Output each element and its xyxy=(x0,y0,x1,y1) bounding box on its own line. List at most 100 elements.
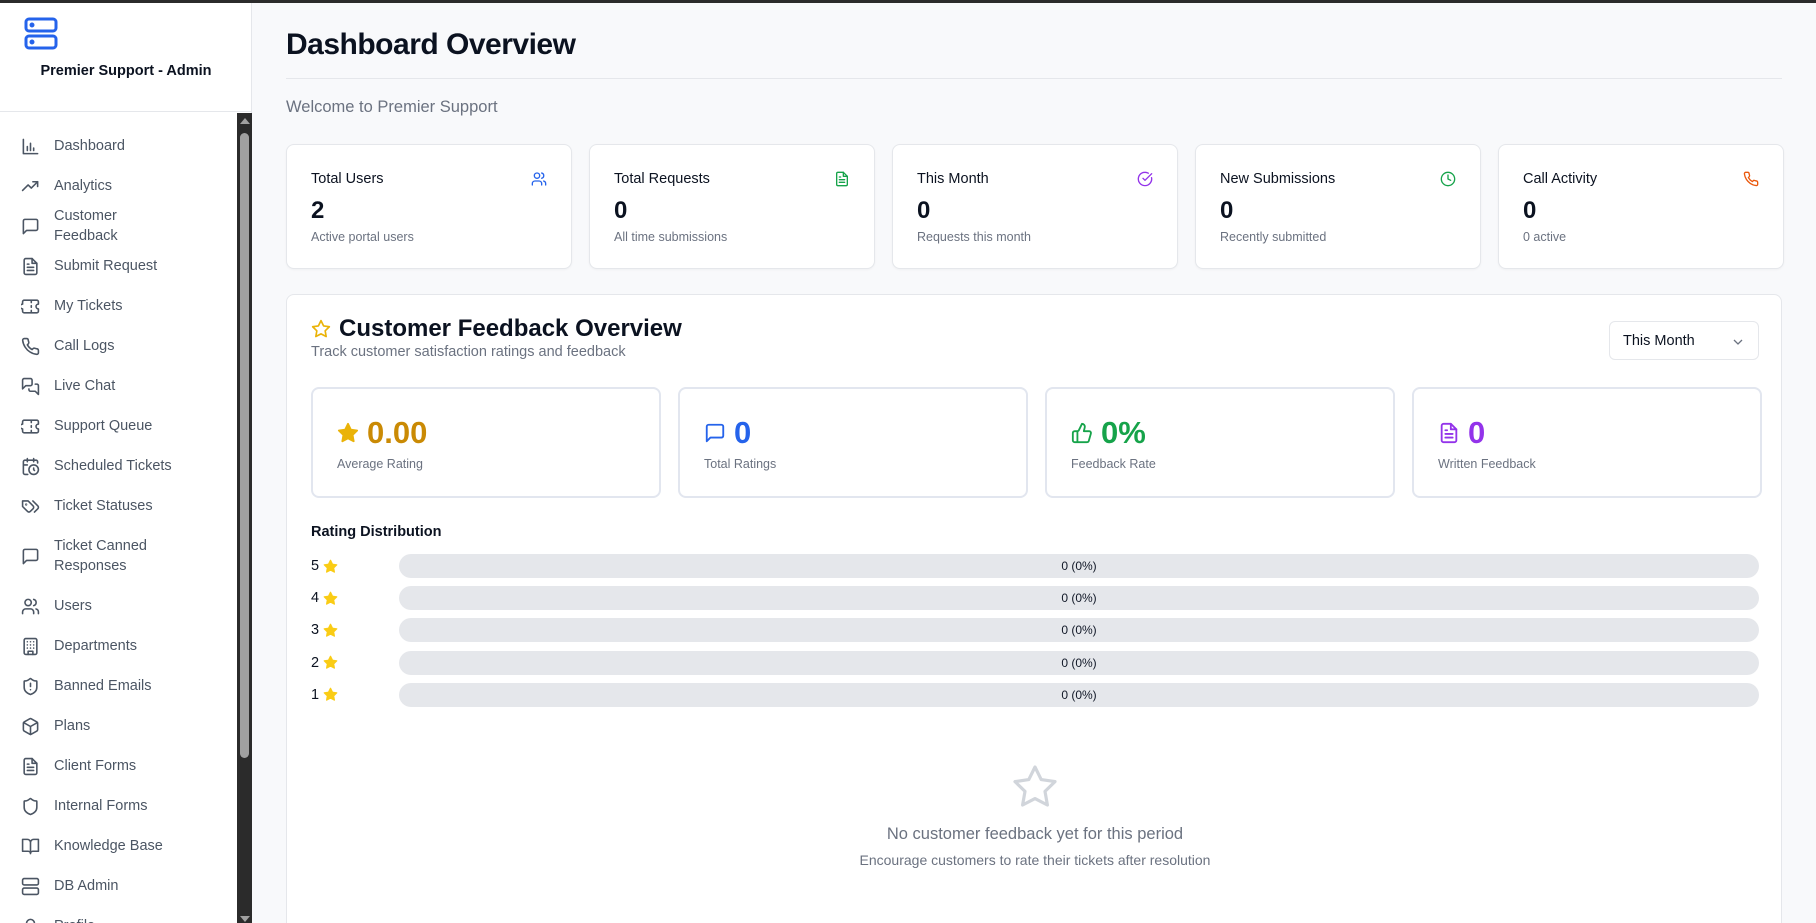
star-icon xyxy=(323,559,338,573)
period-select[interactable]: This Month xyxy=(1609,321,1759,360)
metric-average-rating: 0.00 Average Rating xyxy=(311,387,661,498)
stat-title: Total Users xyxy=(311,171,384,187)
stat-cards: Total Users 2 Active portal users Total R… xyxy=(286,144,1784,269)
sidebar-item-dashboard[interactable]: Dashboard xyxy=(0,126,237,166)
stat-card-total-requests: Total Requests 0 All time submissions xyxy=(589,144,875,269)
stat-card-call-activity: Call Activity 0 0 active xyxy=(1498,144,1784,269)
stat-subtitle: Active portal users xyxy=(311,230,414,244)
empty-state-subtitle: Encourage customers to rate their ticket… xyxy=(859,852,1211,868)
star-outline-icon xyxy=(311,319,331,338)
calendar-clock-icon xyxy=(22,457,40,475)
rating-bar: 0 (0%) xyxy=(399,650,1759,675)
sidebar-item-profile[interactable]: Profile xyxy=(0,906,237,923)
building-icon xyxy=(23,637,38,655)
file-text-icon xyxy=(1440,422,1458,444)
star-icon xyxy=(323,623,338,637)
star-icon xyxy=(337,422,359,443)
sidebar-item-plans[interactable]: Plans xyxy=(0,706,237,746)
sidebar-item-customer-feedback[interactable]: Customer Feedback xyxy=(0,206,237,246)
scrollbar-thumb[interactable] xyxy=(240,133,249,758)
ticket-icon xyxy=(21,418,40,434)
metric-label: Feedback Rate xyxy=(1071,457,1156,471)
server-logo-icon xyxy=(24,17,58,50)
page-title: Dashboard Overview xyxy=(286,28,576,61)
metric-feedback-rate: 0% Feedback Rate xyxy=(1045,387,1395,498)
sidebar-item-client-forms[interactable]: Client Forms xyxy=(0,746,237,786)
sidebar-item-label: Support Queue xyxy=(54,418,153,434)
sidebar-item-label: Scheduled Tickets xyxy=(54,458,172,474)
feedback-title-text: Customer Feedback Overview xyxy=(339,315,682,342)
rating-distribution-title: Rating Distribution xyxy=(311,524,442,540)
rating-bar: 0 (0%) xyxy=(399,554,1759,578)
metric-value: 0 xyxy=(734,415,752,450)
stat-value: 2 xyxy=(311,197,325,224)
sidebar-item-label: Dashboard xyxy=(54,138,125,154)
stat-card-this-month: This Month 0 Requests this month xyxy=(892,144,1178,269)
sidebar-nav: Dashboard Analytics Customer Feedback Submi… xyxy=(0,113,237,923)
sidebar-item-users[interactable]: Users xyxy=(0,586,237,626)
chevron-down-icon xyxy=(1733,339,1743,345)
stat-value: 0 xyxy=(614,197,628,224)
sidebar-scrollbar[interactable] xyxy=(237,113,252,923)
sidebar-item-label: My Tickets xyxy=(54,298,123,314)
feedback-subtitle: Track customer satisfaction ratings and … xyxy=(311,344,626,360)
sidebar-item-my-tickets[interactable]: My Tickets xyxy=(0,286,237,326)
sidebar-item-label: Users xyxy=(54,598,92,614)
sidebar-item-scheduled-tickets[interactable]: Scheduled Tickets xyxy=(0,446,237,486)
empty-star-icon xyxy=(1013,765,1057,807)
sidebar-item-label: Banned Emails xyxy=(54,678,152,694)
sidebar-item-label: Analytics xyxy=(54,178,113,194)
sidebar-item-label: DB Admin xyxy=(54,878,119,894)
sidebar-item-label: Ticket Canned Responses xyxy=(54,538,147,574)
sidebar-item-label: Call Logs xyxy=(54,338,115,354)
empty-state-title: No customer feedback yet for this period xyxy=(886,825,1184,843)
sidebar-item-submit-request[interactable]: Submit Request xyxy=(0,246,237,286)
scroll-down-arrow[interactable] xyxy=(240,916,250,922)
stat-title: New Submissions xyxy=(1220,171,1336,187)
sidebar-item-departments[interactable]: Departments xyxy=(0,626,237,666)
server-icon xyxy=(21,877,40,895)
rating-count: 0 (0%) xyxy=(1061,623,1097,638)
rating-stars-label: 4 xyxy=(311,590,320,607)
sidebar-item-label: Knowledge Base xyxy=(54,838,163,854)
stat-subtitle: 0 active xyxy=(1523,230,1567,244)
sidebar-item-call-logs[interactable]: Call Logs xyxy=(0,326,237,366)
sidebar: Premier Support - Admin Dashboard Analyti… xyxy=(0,3,252,923)
metric-total-ratings: 0 Total Ratings xyxy=(678,387,1028,498)
message-square-icon xyxy=(22,548,39,564)
sidebar-item-label: Plans xyxy=(54,718,91,734)
sidebar-item-banned-emails[interactable]: Banned Emails xyxy=(0,666,237,706)
sidebar-item-label: Live Chat xyxy=(54,378,116,394)
rating-bar: 0 (0%) xyxy=(399,682,1759,707)
divider xyxy=(286,78,1782,79)
file-text-icon xyxy=(836,171,848,187)
stat-subtitle: All time submissions xyxy=(614,230,728,244)
sidebar-item-ticket-canned-responses[interactable]: Ticket Canned Responses xyxy=(0,526,237,586)
sidebar-item-analytics[interactable]: Analytics xyxy=(0,166,237,206)
stat-card-new-submissions: New Submissions 0 Recently submitted xyxy=(1195,144,1481,269)
sidebar-item-live-chat[interactable]: Live Chat xyxy=(0,366,237,406)
sidebar-item-db-admin[interactable]: DB Admin xyxy=(0,866,237,906)
star-icon xyxy=(323,591,338,605)
stat-value: 0 xyxy=(1220,197,1234,224)
thumbs-up-icon xyxy=(1071,422,1092,444)
sidebar-header: Premier Support - Admin xyxy=(0,3,251,112)
message-square-icon xyxy=(22,218,39,234)
stat-title: Total Requests xyxy=(614,171,710,187)
stat-title: This Month xyxy=(917,171,989,187)
rating-stars-label: 5 xyxy=(311,558,320,574)
check-circle-icon xyxy=(1137,171,1153,187)
bar-chart-icon xyxy=(22,138,39,154)
sidebar-item-knowledge-base[interactable]: Knowledge Base xyxy=(0,826,237,866)
star-icon xyxy=(323,687,338,702)
users-icon xyxy=(21,598,40,614)
scroll-up-arrow[interactable] xyxy=(240,118,250,124)
feedback-metrics: 0.00 Average Rating 0 Total Ratings 0% F… xyxy=(311,387,1762,498)
sidebar-item-support-queue[interactable]: Support Queue xyxy=(0,406,237,446)
stat-title: Call Activity xyxy=(1523,171,1598,187)
file-text-icon xyxy=(23,757,38,775)
sidebar-item-internal-forms[interactable]: Internal Forms xyxy=(0,786,237,826)
stat-card-total-users: Total Users 2 Active portal users xyxy=(286,144,572,269)
sidebar-item-label: Customer Feedback xyxy=(54,208,118,244)
sidebar-item-ticket-statuses[interactable]: Ticket Statuses xyxy=(0,486,237,526)
